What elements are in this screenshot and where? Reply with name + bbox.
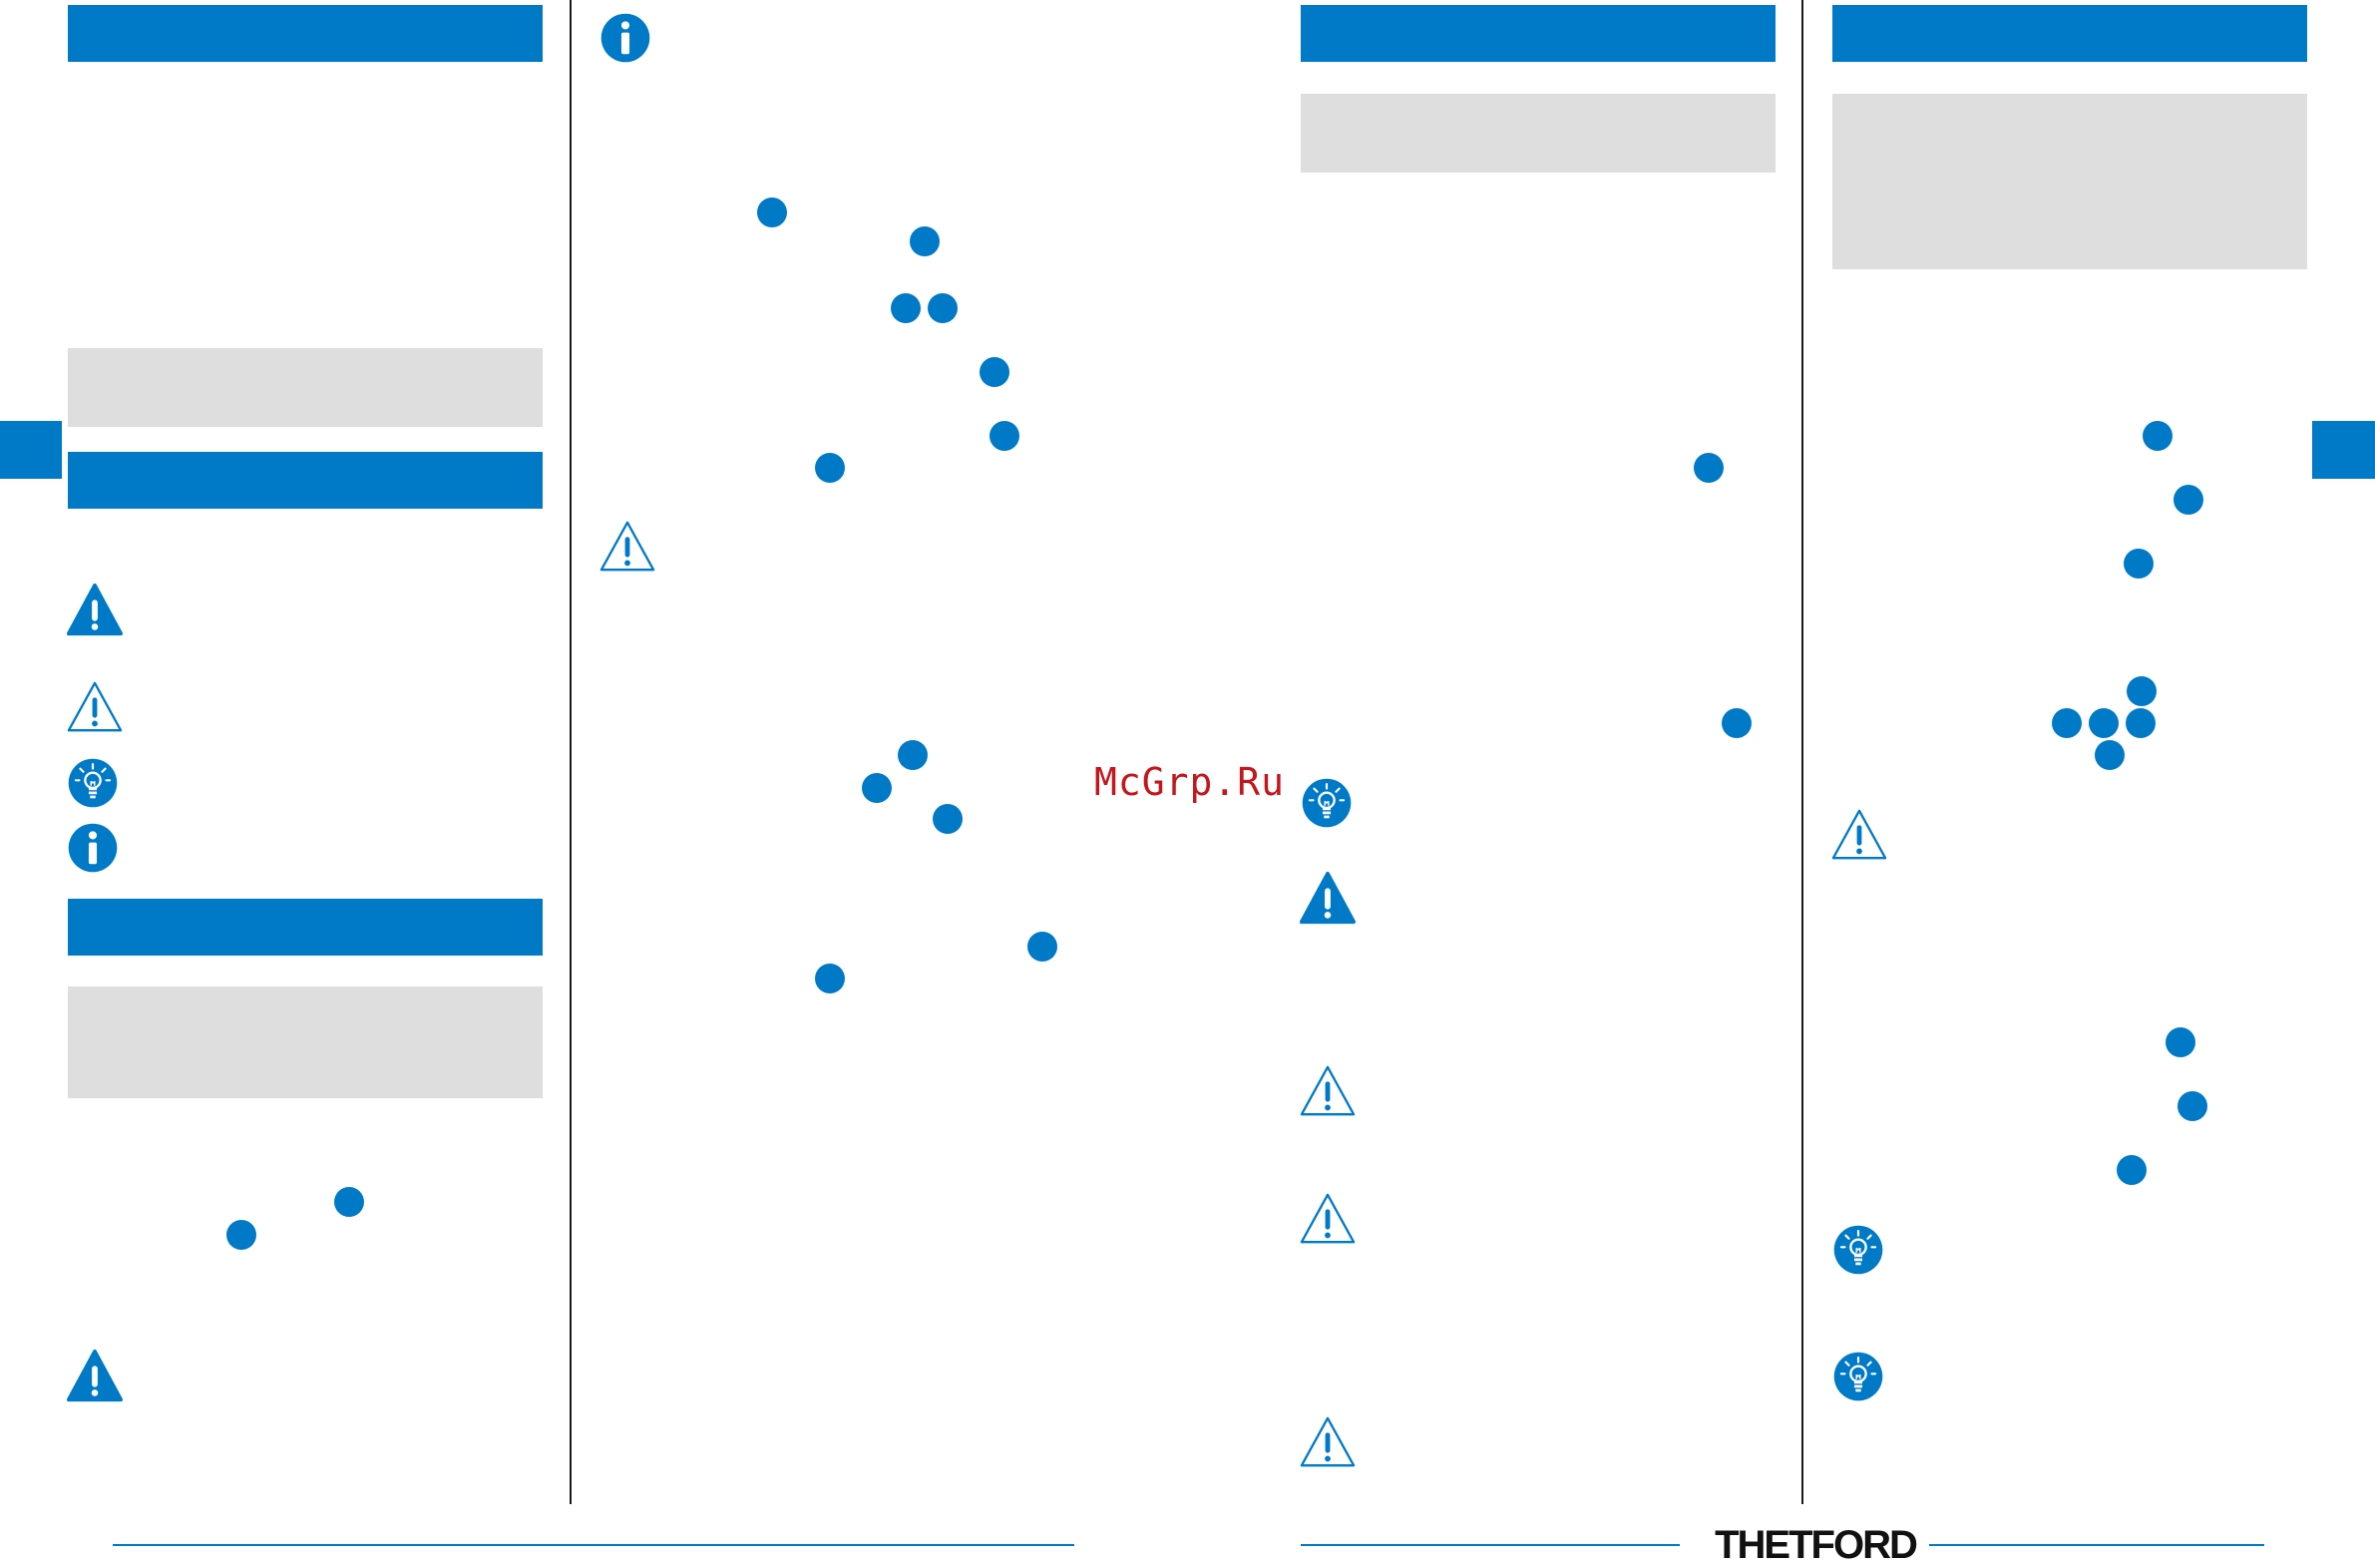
warning-outline-icon bbox=[1830, 806, 1888, 864]
column-divider bbox=[570, 0, 572, 1504]
reference-bullet bbox=[2126, 708, 2156, 738]
reference-bullet bbox=[2089, 708, 2119, 738]
reference-bullet bbox=[2174, 485, 2203, 515]
section-header-bar bbox=[68, 899, 543, 956]
reference-bullet bbox=[862, 773, 892, 803]
note-panel bbox=[68, 986, 543, 1098]
reference-bullet bbox=[1694, 453, 1724, 483]
footer-rule bbox=[1929, 1544, 2264, 1546]
footer-rule bbox=[113, 1544, 1074, 1546]
reference-bullet bbox=[2177, 1091, 2207, 1121]
reference-bullet bbox=[334, 1187, 364, 1217]
warning-outline-icon bbox=[1299, 1413, 1357, 1471]
reference-bullet bbox=[1027, 932, 1057, 962]
warning-outline-icon bbox=[1299, 1190, 1357, 1248]
reference-bullet bbox=[2052, 708, 2082, 738]
warning-outline-icon bbox=[598, 518, 656, 576]
reference-bullet bbox=[1722, 708, 1752, 738]
warning-outline-icon bbox=[66, 678, 124, 736]
reference-bullet bbox=[815, 453, 845, 483]
note-panel bbox=[1301, 94, 1776, 173]
brand-wordmark: THETFORD bbox=[1715, 1522, 1918, 1567]
warning-filled-icon bbox=[66, 582, 124, 639]
reference-bullet bbox=[980, 357, 1009, 387]
reference-bullet bbox=[226, 1220, 256, 1250]
watermark: McGrp.Ru bbox=[1094, 760, 1286, 804]
note-panel bbox=[1832, 94, 2307, 269]
note-panel bbox=[68, 348, 543, 427]
reference-bullet bbox=[928, 293, 958, 323]
info-icon bbox=[66, 821, 120, 875]
section-header-bar bbox=[1301, 5, 1776, 62]
reference-bullet bbox=[891, 293, 921, 323]
warning-filled-icon bbox=[1299, 870, 1357, 928]
reference-bullet bbox=[910, 226, 940, 256]
reference-bullet bbox=[898, 740, 928, 770]
reference-bullet bbox=[2095, 740, 2125, 770]
reference-bullet bbox=[2127, 676, 2157, 706]
reference-bullet bbox=[2166, 1027, 2195, 1057]
column-divider bbox=[1801, 0, 1803, 1504]
tip-bulb-icon bbox=[66, 756, 120, 810]
reference-bullet bbox=[2117, 1155, 2147, 1185]
info-icon bbox=[598, 11, 652, 65]
side-tab-left bbox=[0, 421, 62, 479]
tip-bulb-icon bbox=[1831, 1350, 1885, 1403]
side-tab-right bbox=[2312, 421, 2375, 479]
reference-bullet bbox=[757, 197, 787, 227]
reference-bullet bbox=[2143, 421, 2173, 451]
brand-logo: THETFORD bbox=[1696, 1523, 1935, 1567]
section-header-bar bbox=[68, 5, 543, 62]
reference-bullet bbox=[2124, 549, 2154, 579]
reference-bullet bbox=[933, 804, 963, 834]
section-header-bar bbox=[1832, 5, 2307, 62]
section-header-bar bbox=[68, 452, 543, 509]
warning-outline-icon bbox=[1299, 1062, 1357, 1120]
footer-rule bbox=[1301, 1544, 1680, 1546]
tip-bulb-icon bbox=[1831, 1223, 1885, 1277]
tip-bulb-icon bbox=[1300, 776, 1354, 830]
reference-bullet bbox=[815, 964, 845, 993]
reference-bullet bbox=[990, 421, 1019, 451]
warning-filled-icon bbox=[66, 1348, 124, 1405]
